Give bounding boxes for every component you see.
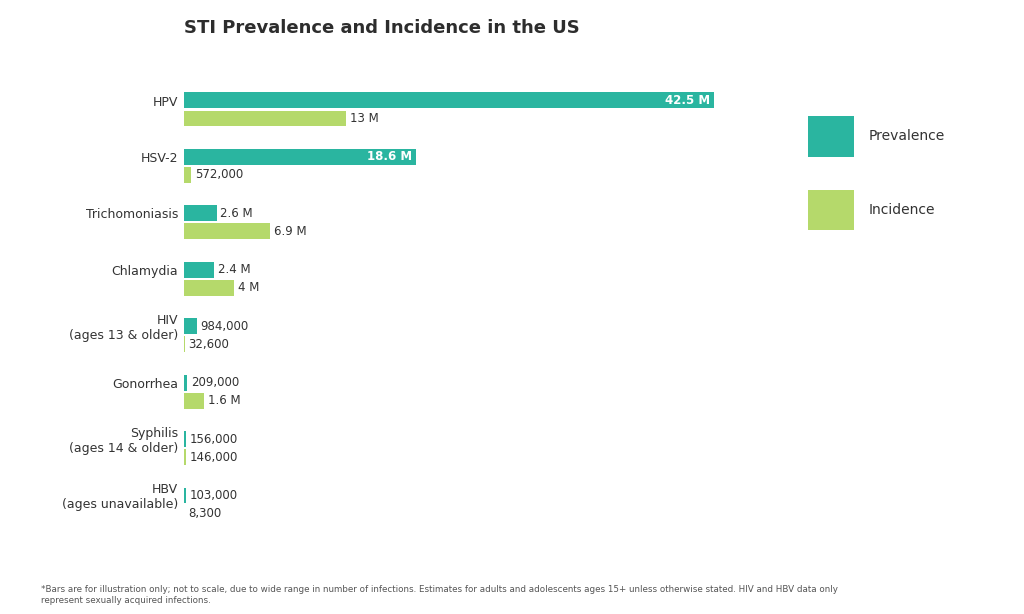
Bar <box>184 111 346 126</box>
Bar <box>184 318 197 334</box>
Text: 984,000: 984,000 <box>201 320 249 333</box>
Text: 13 M: 13 M <box>350 112 379 125</box>
Bar <box>184 375 187 391</box>
Text: 18.6 M: 18.6 M <box>368 150 413 163</box>
Text: Trichomoniasis: Trichomoniasis <box>86 209 178 222</box>
Text: HSV-2: HSV-2 <box>140 152 178 165</box>
Bar <box>184 149 416 165</box>
Bar <box>184 93 714 108</box>
Text: Chlamydia: Chlamydia <box>112 265 178 278</box>
Bar <box>184 205 217 221</box>
Bar <box>184 488 185 503</box>
Bar <box>184 393 204 409</box>
Text: Prevalence is the estimated
number of infections – new or
existing – in a given : Prevalence is the estimated number of in… <box>666 406 852 512</box>
Text: Incidence: Incidence <box>868 203 935 217</box>
Text: Gonorrhea: Gonorrhea <box>112 378 178 391</box>
Text: 209,000: 209,000 <box>190 376 239 389</box>
Bar <box>184 223 270 239</box>
Text: 1.6 M: 1.6 M <box>208 394 241 407</box>
Text: 8,300: 8,300 <box>188 507 221 520</box>
Bar <box>184 449 186 465</box>
Text: Syphilis
(ages 14 & older): Syphilis (ages 14 & older) <box>69 427 178 455</box>
Text: 103,000: 103,000 <box>189 489 238 502</box>
Bar <box>184 262 214 278</box>
Text: HBV
(ages unavailable): HBV (ages unavailable) <box>61 483 178 511</box>
Text: Prevalence: Prevalence <box>868 130 945 143</box>
Text: 146,000: 146,000 <box>189 451 239 464</box>
Text: 2.6 M: 2.6 M <box>220 207 253 220</box>
Text: 2.4 M: 2.4 M <box>218 263 251 276</box>
Text: 156,000: 156,000 <box>190 433 239 446</box>
Text: 4 M: 4 M <box>238 281 259 294</box>
Text: 32,600: 32,600 <box>188 338 229 351</box>
Text: 572,000: 572,000 <box>196 168 244 181</box>
Bar <box>184 167 191 183</box>
FancyBboxPatch shape <box>808 116 854 157</box>
Text: 6.9 M: 6.9 M <box>274 225 307 238</box>
Text: HPV: HPV <box>153 96 178 109</box>
Bar <box>184 431 186 447</box>
Bar <box>184 280 234 296</box>
Text: *Bars are for illustration only; not to scale, due to wide range in number of in: *Bars are for illustration only; not to … <box>41 585 838 605</box>
Text: 42.5 M: 42.5 M <box>666 94 711 107</box>
Text: HIV
(ages 13 & older): HIV (ages 13 & older) <box>69 314 178 342</box>
Text: STI Prevalence and Incidence in the US: STI Prevalence and Incidence in the US <box>184 19 580 37</box>
Text: WHAT'S THE DIFFERENCE?
PREVALENCE VS INCIDENCE: WHAT'S THE DIFFERENCE? PREVALENCE VS INC… <box>666 319 871 349</box>
FancyBboxPatch shape <box>808 190 854 230</box>
